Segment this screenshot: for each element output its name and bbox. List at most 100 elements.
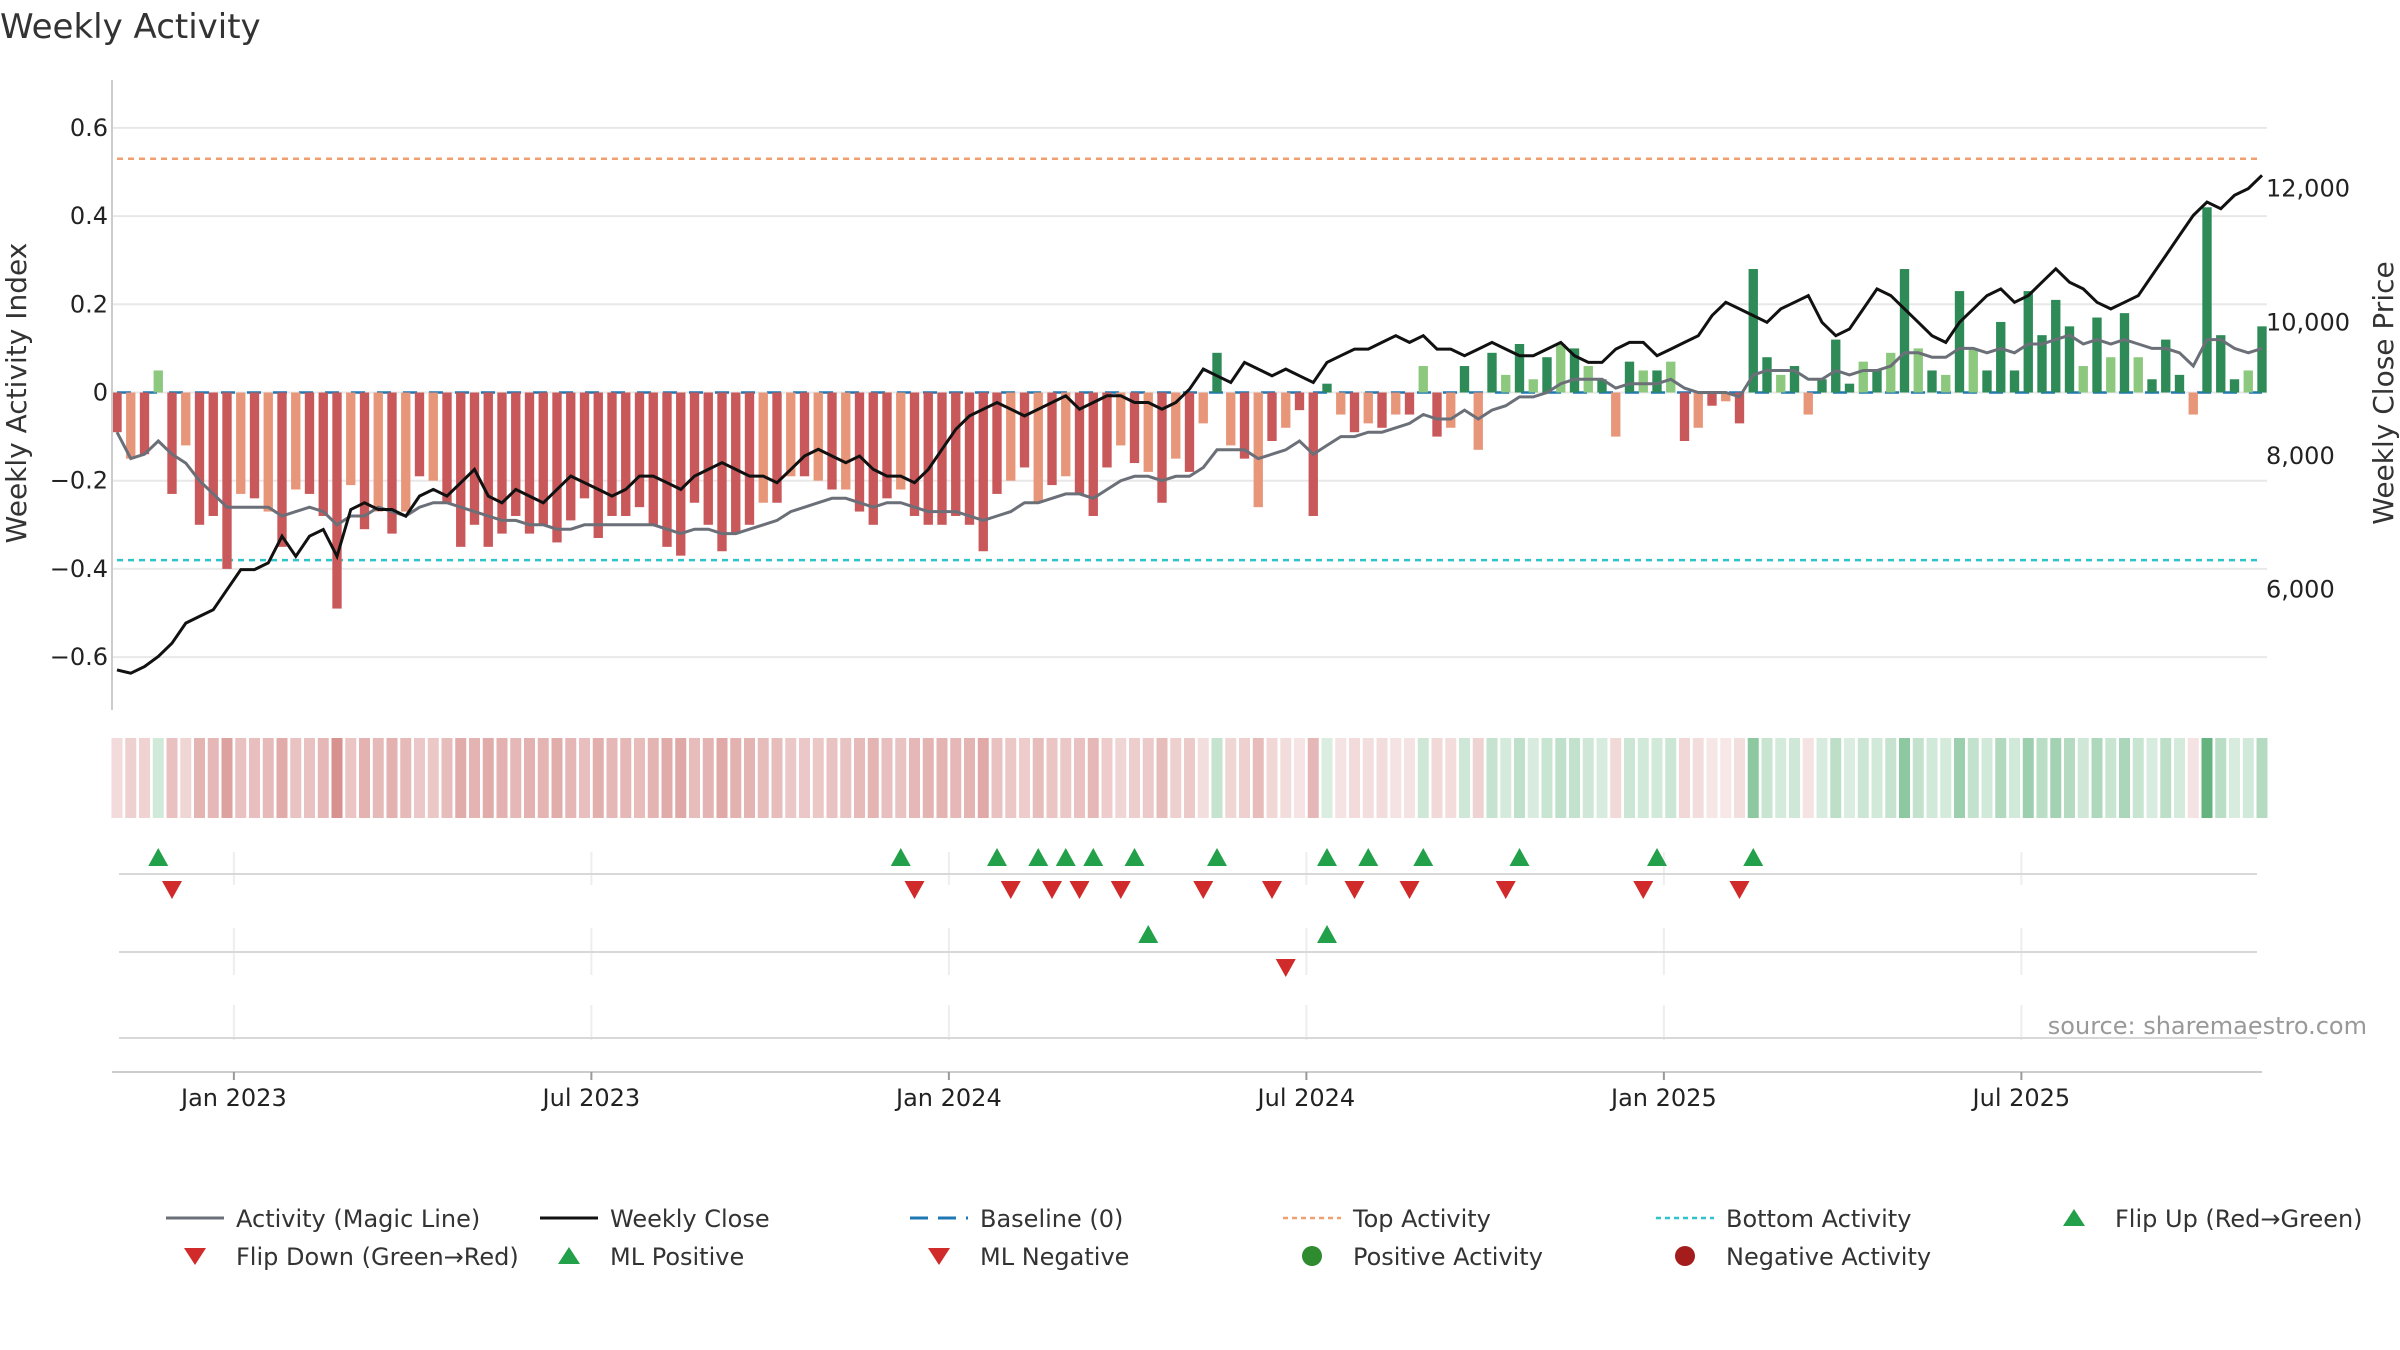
y-left-tick-label: 0.6: [70, 114, 108, 142]
heat-cell: [414, 738, 425, 818]
flip-down-marker: [1399, 881, 1420, 899]
heat-cell: [1032, 738, 1044, 818]
flip-up-marker: [1083, 848, 1104, 866]
flip-up-marker: [1647, 848, 1667, 866]
x-tick-label: Jul 2025: [1971, 1084, 2071, 1112]
heat-cell: [2091, 738, 2103, 818]
activity-bar-negative: [1061, 392, 1071, 477]
heat-cell: [1637, 738, 1649, 818]
activity-bar-positive: [1569, 348, 1580, 393]
heat-cell: [826, 738, 838, 818]
activity-bar-negative: [359, 392, 370, 530]
heat-cell: [1500, 738, 1512, 818]
heat-cell: [317, 738, 329, 818]
y-left-tick-label: 0.2: [70, 290, 108, 318]
heat-cell: [1954, 738, 1965, 818]
activity-bar-positive: [1968, 348, 1978, 393]
activity-bar-positive: [1459, 366, 1470, 393]
heat-cell: [771, 738, 783, 818]
heat-cell: [304, 738, 315, 818]
heat-cell: [812, 738, 824, 818]
x-tick-label: Jul 2023: [541, 1084, 641, 1112]
activity-bar-negative: [703, 392, 713, 525]
activity-bar-positive: [2161, 339, 2171, 393]
activity-bar-negative: [1432, 392, 1442, 437]
activity-bar-negative: [112, 392, 122, 433]
flip-down-marker: [162, 881, 182, 899]
flip-down-marker: [904, 881, 925, 899]
activity-bar-negative: [1033, 392, 1043, 503]
activity-bar-positive: [1927, 370, 1937, 393]
heat-cell: [2009, 738, 2020, 818]
flip-down-marker: [1193, 881, 1214, 899]
activity-bar-negative: [1611, 392, 1621, 437]
heat-cell: [1390, 738, 1402, 818]
activity-bar-negative: [1377, 392, 1387, 428]
activity-bar-positive: [2243, 370, 2253, 393]
activity-bar-positive: [2092, 317, 2102, 393]
activity-bar-negative: [483, 392, 493, 547]
activity-bar-negative: [497, 392, 507, 534]
activity-bar-negative: [882, 392, 892, 499]
heat-cell: [895, 738, 907, 818]
ml-negative-marker: [1275, 959, 1296, 977]
heat-cell: [1005, 738, 1017, 818]
flip-up-marker: [1124, 848, 1145, 866]
activity-bar-positive: [2106, 357, 2116, 393]
activity-bar-negative: [1143, 392, 1153, 472]
x-tick-label: Jan 2024: [894, 1084, 1002, 1112]
activity-bar-negative: [222, 392, 232, 569]
activity-bar-negative: [456, 392, 466, 547]
heat-cell: [2160, 738, 2172, 818]
heat-cell: [1816, 738, 1828, 818]
activity-bar-negative: [1047, 392, 1057, 486]
heat-cell: [1211, 738, 1223, 818]
activity-bar-negative: [1253, 392, 1263, 508]
activity-bar-negative: [648, 392, 658, 525]
heat-cell: [1541, 738, 1553, 818]
heat-cell: [1734, 738, 1745, 818]
y-axis-right-label: Weekly Close Price: [2367, 261, 2400, 524]
heat-cell: [1596, 738, 1608, 818]
activity-bar-negative: [744, 392, 755, 525]
legend-swatch: [1302, 1246, 1322, 1266]
heat-cell: [1266, 738, 1278, 818]
heat-cell: [469, 738, 480, 818]
y-left-tick-label: 0.4: [70, 202, 108, 230]
activity-bar-positive: [1212, 352, 1222, 393]
activity-bar-negative: [579, 392, 590, 499]
legend-swatch: [558, 1247, 580, 1264]
activity-bar-negative: [1239, 392, 1250, 459]
activity-bar-positive: [1776, 374, 1786, 393]
reference-lines: [117, 157, 2262, 562]
legend-swatch: [1675, 1246, 1695, 1266]
heat-cell: [1940, 738, 1952, 818]
heat-cell: [1307, 738, 1319, 818]
activity-bar-positive: [1597, 379, 1607, 393]
activity-bar-positive: [1322, 383, 1332, 393]
heat-cell: [1445, 738, 1457, 818]
activity-bar-positive: [1542, 357, 1552, 393]
activity-bar-positive: [1886, 352, 1896, 393]
heat-cell: [675, 738, 687, 818]
heat-cell: [1417, 738, 1429, 818]
activity-bar-negative: [1129, 392, 1140, 464]
activity-bar-positive: [1762, 357, 1772, 393]
activity-bar-positive: [153, 370, 163, 393]
heat-cell: [1060, 738, 1072, 818]
activity-bar-positive: [1982, 370, 1992, 393]
heat-cell: [867, 738, 879, 818]
activity-bar-positive: [2147, 379, 2157, 393]
activity-bar-positive: [1954, 291, 1965, 393]
x-tick-label: Jan 2023: [179, 1084, 287, 1112]
heat-cell: [1184, 738, 1195, 818]
activity-bar-negative: [813, 392, 823, 481]
activity-bar-negative: [428, 392, 438, 481]
activity-bar-negative: [896, 392, 906, 490]
activity-bar-negative: [964, 392, 975, 525]
activity-bar-negative: [469, 392, 480, 525]
source-annotation: source: sharemaestro.com: [2048, 1012, 2367, 1040]
activity-bar-negative: [524, 392, 535, 534]
activity-bar-negative: [676, 392, 686, 556]
heat-cell: [2036, 738, 2048, 818]
